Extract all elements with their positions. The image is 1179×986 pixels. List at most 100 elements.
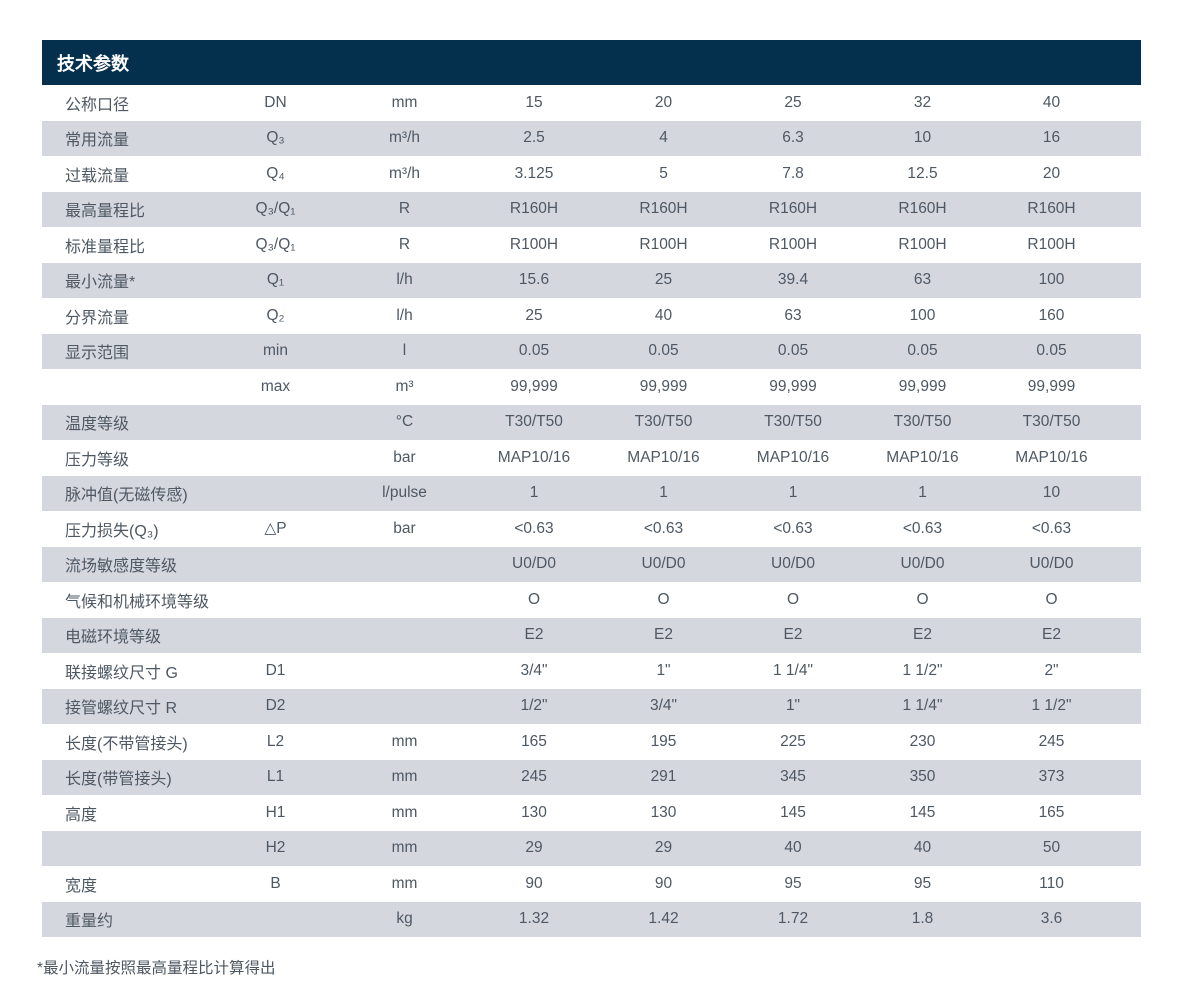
row-unit: l/h xyxy=(396,271,413,289)
value-cell-dn32: MAP10/16 xyxy=(886,448,959,466)
value-cell-dn20: 0.05 xyxy=(648,342,679,360)
value-cell-dn20: 20 xyxy=(654,93,673,111)
row-symbol xyxy=(211,582,340,618)
value-cell-dn20: 3/4" xyxy=(649,697,678,715)
value-cell-dn40: T30/T50 xyxy=(1022,413,1081,431)
value-cell-dn32: R160H xyxy=(898,200,947,218)
row-unit xyxy=(340,618,469,654)
row-symbol: DN xyxy=(264,93,287,111)
value-cell-dn20: 1 xyxy=(659,484,668,502)
row-unit: mm xyxy=(391,803,418,821)
spec-row: max m³ 99,999 99,999 99,999 99,999 99,99… xyxy=(42,369,1141,405)
value-cell-dn25: 7.8 xyxy=(782,164,804,182)
row-label: 气候和机械环境等级 xyxy=(65,593,210,611)
value-cell-dn32: 1 xyxy=(918,484,927,502)
technical-parameters-table: 技术参数 公称口径 DN mm 15 20 25 32 40 常用流量 Q₃ m… xyxy=(42,40,1141,937)
row-label: 高度 xyxy=(65,806,98,824)
row-label: 长度(带管接头) xyxy=(65,771,172,789)
spec-row: 公称口径 DN mm 15 20 25 32 40 xyxy=(42,85,1141,121)
value-cell-dn15: 99,999 xyxy=(510,377,558,395)
row-unit xyxy=(340,582,469,618)
row-label: 显示范围 xyxy=(65,345,130,363)
row-symbol: Q₂ xyxy=(266,306,285,324)
value-cell-dn15: 29 xyxy=(525,839,543,857)
value-cell-dn15: 15 xyxy=(525,93,543,111)
row-label: 分界流量 xyxy=(65,309,130,327)
value-cell-dn32: T30/T50 xyxy=(893,413,952,431)
value-cell-dn25: 1 1/4" xyxy=(773,661,813,679)
row-unit xyxy=(340,689,469,725)
value-cell-dn25: 39.4 xyxy=(777,271,809,289)
row-label: 长度(不带管接头) xyxy=(65,735,188,753)
value-cell-dn25: 40 xyxy=(784,839,802,857)
value-cell-dn15: 245 xyxy=(521,768,547,786)
value-cell-dn15: 1/2" xyxy=(520,697,548,715)
value-cell-dn15: MAP10/16 xyxy=(497,448,571,466)
value-cell-dn40: R100H xyxy=(1027,235,1076,253)
row-unit: mm xyxy=(391,93,418,111)
value-cell-dn32: O xyxy=(916,590,929,608)
row-unit: mm xyxy=(391,768,418,786)
value-cell-dn15: 25 xyxy=(525,306,543,324)
value-cell-dn40: 245 xyxy=(1038,732,1065,750)
value-cell-dn40: MAP10/16 xyxy=(1015,448,1088,466)
row-unit: l xyxy=(402,342,407,360)
row-symbol: Q₃/Q₁ xyxy=(255,200,296,218)
value-cell-dn25: <0.63 xyxy=(773,519,813,537)
row-label xyxy=(42,831,211,867)
spec-table-grid: 公称口径 DN mm 15 20 25 32 40 常用流量 Q₃ m³/h 2… xyxy=(42,85,1141,937)
row-label: 温度等级 xyxy=(65,416,130,434)
value-cell-dn20: 25 xyxy=(654,271,673,289)
row-label: 最小流量* xyxy=(65,274,136,292)
value-cell-dn32: U0/D0 xyxy=(900,555,945,573)
value-cell-dn15: 15.6 xyxy=(518,271,550,289)
spec-row: 气候和机械环境等级 O O O O O xyxy=(42,582,1141,618)
spec-row: 标准量程比 Q₃/Q₁ R R100H R100H R100H R100H R1… xyxy=(42,227,1141,263)
footnote: *最小流量按照最高量程比计算得出 xyxy=(37,960,276,977)
spec-row: 脉冲值(无磁传感) l/pulse 1 1 1 1 10 xyxy=(42,475,1141,512)
value-cell-dn20: R160H xyxy=(639,200,688,218)
value-cell-dn15: R160H xyxy=(509,200,559,218)
value-cell-dn32: 40 xyxy=(913,839,932,857)
spec-row: 长度(带管接头) L1 mm 245 291 345 350 373 xyxy=(42,759,1141,795)
row-symbol: D1 xyxy=(265,661,286,679)
value-cell-dn25: O xyxy=(786,590,800,608)
value-cell-dn32: R100H xyxy=(898,235,947,253)
row-symbol xyxy=(211,618,340,654)
row-unit xyxy=(340,653,469,689)
value-cell-dn40: 10 xyxy=(1042,484,1061,502)
value-cell-dn25: E2 xyxy=(783,626,803,644)
row-symbol: B xyxy=(270,874,281,892)
value-cell-dn15: 2.5 xyxy=(523,129,545,147)
value-cell-dn15: E2 xyxy=(524,626,544,644)
spec-row: 显示范围 min l 0.05 0.05 0.05 0.05 0.05 xyxy=(42,333,1141,369)
value-cell-dn40: U0/D0 xyxy=(1029,555,1074,573)
spec-table-body: 公称口径 DN mm 15 20 25 32 40 常用流量 Q₃ m³/h 2… xyxy=(42,85,1141,937)
value-cell-dn25: 63 xyxy=(784,306,802,324)
row-label: 常用流量 xyxy=(65,132,130,150)
value-cell-dn40: O xyxy=(1045,590,1058,608)
row-symbol xyxy=(211,476,340,512)
row-label: 重量约 xyxy=(65,913,114,931)
value-cell-dn25: T30/T50 xyxy=(764,413,822,431)
value-cell-dn20: 29 xyxy=(654,839,673,857)
value-cell-dn25: 95 xyxy=(784,874,802,892)
row-label: 过载流量 xyxy=(65,167,130,185)
value-cell-dn15: 1.32 xyxy=(518,910,550,928)
row-unit: mm xyxy=(391,874,418,892)
row-unit xyxy=(340,547,469,583)
row-unit: °C xyxy=(395,413,414,431)
row-symbol: △P xyxy=(264,520,287,538)
value-cell-dn20: 5 xyxy=(659,164,668,182)
value-cell-dn25: R160H xyxy=(768,200,818,218)
value-cell-dn40: 40 xyxy=(1042,93,1061,111)
table-title-bar: 技术参数 xyxy=(42,40,1141,85)
row-label: 流场敏感度等级 xyxy=(65,558,178,576)
value-cell-dn40: 2" xyxy=(1044,661,1059,679)
row-unit: m³ xyxy=(395,377,414,395)
value-cell-dn32: 350 xyxy=(909,768,936,786)
value-cell-dn15: O xyxy=(527,590,541,608)
row-label: 最高量程比 xyxy=(65,203,146,221)
value-cell-dn32: 63 xyxy=(913,271,932,289)
